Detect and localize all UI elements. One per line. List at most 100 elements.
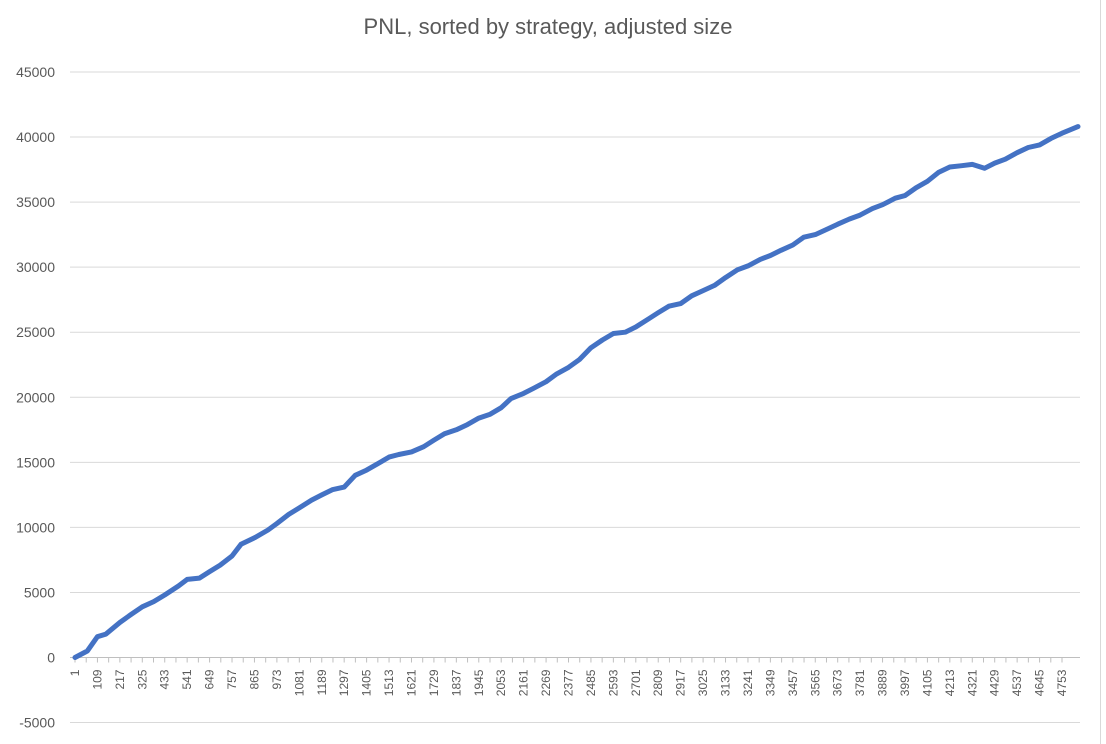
data-point (95, 634, 100, 639)
data-point (1014, 150, 1020, 155)
x-tick-label: 2593 (606, 669, 620, 696)
data-point (633, 324, 638, 330)
x-tick-label: 3997 (898, 669, 912, 696)
x-tick-label: 3133 (719, 669, 733, 696)
y-tick-label: -5000 (19, 715, 55, 731)
x-tick-label: 3241 (741, 669, 755, 696)
data-point (1003, 157, 1008, 162)
data-point (801, 235, 806, 240)
x-tick-label: 1729 (427, 669, 441, 696)
data-point (913, 185, 919, 190)
chart-title: PNL, sorted by strategy, adjusted size (363, 14, 733, 39)
data-point (936, 170, 941, 175)
data-point (297, 505, 302, 511)
x-tick-label: 4429 (988, 669, 1002, 696)
x-tick-label: 4321 (965, 669, 979, 696)
x-tick-label: 2809 (651, 669, 665, 696)
data-point (600, 337, 605, 343)
data-point (128, 612, 134, 617)
x-tick-label: 1621 (404, 669, 418, 696)
data-point (790, 242, 795, 248)
y-tick-label: 20000 (16, 389, 55, 405)
data-point (623, 330, 628, 335)
data-point (72, 655, 78, 660)
data-point (375, 461, 381, 466)
data-point (893, 196, 898, 201)
data-point (364, 467, 369, 473)
data-point (342, 484, 347, 490)
x-tick-label: 3565 (808, 669, 822, 696)
x-tick-label: 4213 (943, 669, 957, 696)
data-point (1026, 145, 1031, 150)
data-point (431, 438, 437, 443)
data-point (645, 317, 651, 322)
data-point (824, 227, 829, 232)
data-point (847, 216, 852, 222)
data-point (330, 487, 335, 492)
x-tick-label: 865 (247, 669, 261, 689)
data-point (1075, 124, 1081, 129)
x-tick-label: 649 (203, 669, 217, 689)
data-point (140, 604, 145, 609)
data-point (982, 166, 987, 171)
x-axis (70, 657, 1080, 663)
x-tick-label: 541 (180, 669, 194, 689)
x-tick-label: 2053 (494, 669, 508, 696)
data-point (117, 620, 123, 625)
data-point (409, 449, 414, 455)
data-point (835, 222, 840, 227)
x-tick-label: 325 (135, 669, 149, 689)
data-point (577, 357, 582, 362)
data-point (162, 592, 167, 598)
data-point (1059, 131, 1065, 136)
x-tick-label: 4105 (920, 669, 934, 696)
data-point (521, 391, 526, 396)
data-point (207, 569, 212, 574)
data-point (758, 257, 763, 262)
series-line-0 (72, 124, 1081, 660)
data-point (712, 283, 717, 288)
data-point (286, 512, 291, 517)
y-axis-tick-labels: -5000 0 5000 10000 15000 20000 25000 30000 35000… (16, 64, 55, 731)
x-tick-label: 3673 (831, 669, 845, 696)
x-tick-label: 217 (113, 669, 127, 689)
data-point (611, 331, 616, 336)
data-point (442, 431, 447, 436)
data-point (85, 648, 90, 654)
data-point (778, 248, 784, 253)
data-point (353, 473, 358, 478)
data-point (176, 583, 181, 589)
y-tick-label: 10000 (16, 519, 55, 535)
data-point (151, 599, 156, 604)
x-tick-label: 2161 (517, 669, 531, 696)
x-tick-label: 3889 (876, 669, 890, 696)
data-point (813, 232, 818, 237)
data-point (531, 386, 536, 391)
y-tick-label: 30000 (16, 259, 55, 275)
data-point (970, 162, 975, 167)
y-tick-label: 15000 (16, 454, 55, 470)
x-axis-tick-labels: 1 109 217 325 433 541 649 757 865 973 1081 1189 1297… (68, 669, 1069, 696)
y-tick-label: 0 (47, 650, 55, 666)
data-point (925, 179, 930, 184)
data-point (735, 267, 740, 272)
data-point (274, 521, 280, 526)
data-point (689, 293, 694, 298)
data-point (666, 304, 671, 309)
x-tick-label: 2377 (562, 669, 576, 696)
data-point (488, 412, 493, 417)
x-tick-label: 433 (158, 669, 172, 689)
data-point (656, 310, 661, 315)
data-point (678, 301, 683, 306)
data-point (229, 553, 235, 559)
data-point (103, 631, 109, 637)
data-point (566, 365, 571, 370)
data-point (454, 427, 459, 432)
data-point (1048, 136, 1054, 141)
x-tick-label: 3457 (786, 669, 800, 696)
y-tick-label: 35000 (16, 194, 55, 210)
data-point (197, 575, 202, 581)
data-point (421, 444, 426, 449)
data-point (386, 454, 392, 460)
